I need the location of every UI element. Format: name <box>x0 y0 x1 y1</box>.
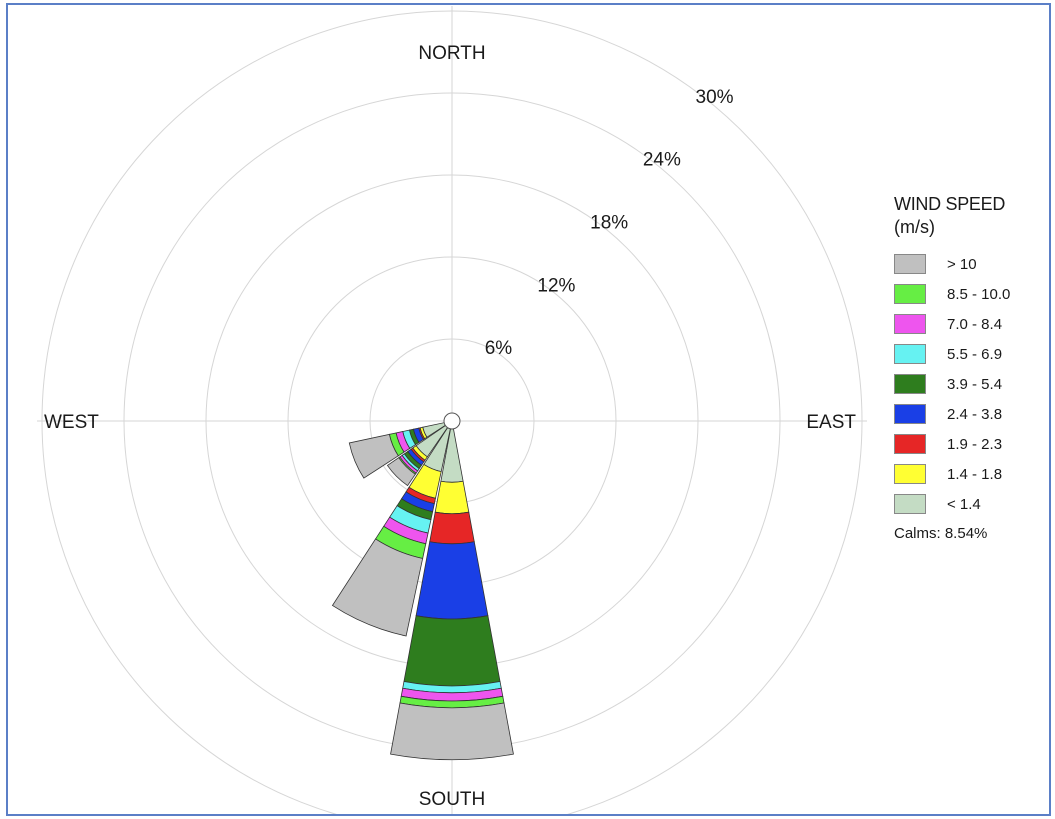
legend: WIND SPEED (m/s) > 10 8.5 - 10.0 7.0 - 8.4… <box>894 193 1049 542</box>
legend-item: 1.4 - 1.8 <box>894 459 1049 489</box>
compass-label-south: SOUTH <box>419 789 486 810</box>
petal-segment-s <box>434 480 470 515</box>
compass-label-west: WEST <box>44 412 99 433</box>
legend-item: 8.5 - 10.0 <box>894 279 1049 309</box>
legend-swatch <box>894 374 926 394</box>
ring-label: 6% <box>485 338 513 359</box>
chart-frame: NORTH EAST SOUTH WEST 6% 12% 18% 24% 30% WIN… <box>6 3 1051 816</box>
petal-segment-s <box>415 541 489 620</box>
legend-label: < 1.4 <box>947 495 981 513</box>
compass-label-north: NORTH <box>418 43 485 64</box>
calms-value: Calms: 8.54% <box>894 525 988 542</box>
petal-segment-wsw <box>348 433 399 479</box>
legend-swatch <box>894 254 926 274</box>
petal-segment-s <box>390 702 514 761</box>
legend-swatch <box>894 494 926 514</box>
legend-label: > 10 <box>947 255 977 273</box>
legend-swatch <box>894 464 926 484</box>
legend-label: 1.4 - 1.8 <box>947 465 1003 483</box>
calm-center-circle <box>443 412 461 430</box>
ring-labels: 6% 12% 18% 24% 30% <box>485 87 734 359</box>
legend-label: 1.9 - 2.3 <box>947 435 1003 453</box>
legend-swatch <box>894 434 926 454</box>
petal-segment-sw <box>386 457 416 487</box>
legend-label: 5.5 - 6.9 <box>947 345 1003 363</box>
legend-items: > 10 8.5 - 10.0 7.0 - 8.4 5.5 - 6.9 3.9 - 5.… <box>894 249 1049 519</box>
petal-segment-s <box>429 511 475 545</box>
petal-segment-s <box>403 615 501 687</box>
ring-label: 12% <box>537 275 575 296</box>
wind-rose-petals <box>331 422 514 761</box>
legend-item: 7.0 - 8.4 <box>894 309 1049 339</box>
legend-label: 3.9 - 5.4 <box>947 375 1003 393</box>
ring-label: 30% <box>696 87 734 108</box>
legend-item: > 10 <box>894 249 1049 279</box>
legend-title: WIND SPEED <box>894 194 1006 214</box>
legend-swatch <box>894 344 926 364</box>
wind-rose-chart: NORTH EAST SOUTH WEST 6% 12% 18% 24% 30% <box>37 6 867 814</box>
legend-item: 3.9 - 5.4 <box>894 369 1049 399</box>
ring-label: 24% <box>643 150 681 171</box>
legend-swatch <box>894 284 926 304</box>
legend-swatch <box>894 314 926 334</box>
compass-label-east: EAST <box>806 412 856 433</box>
legend-item: 2.4 - 3.8 <box>894 399 1049 429</box>
legend-item: < 1.4 <box>894 489 1049 519</box>
legend-item: 1.9 - 2.3 <box>894 429 1049 459</box>
legend-label: 2.4 - 3.8 <box>947 405 1003 423</box>
ring-label: 18% <box>590 213 628 234</box>
petal-segment-ssw <box>331 538 424 637</box>
legend-item: 5.5 - 6.9 <box>894 339 1049 369</box>
legend-unit: (m/s) <box>894 217 935 237</box>
legend-label: 7.0 - 8.4 <box>947 315 1003 333</box>
legend-label: 8.5 - 10.0 <box>947 285 1011 303</box>
legend-swatch <box>894 404 926 424</box>
